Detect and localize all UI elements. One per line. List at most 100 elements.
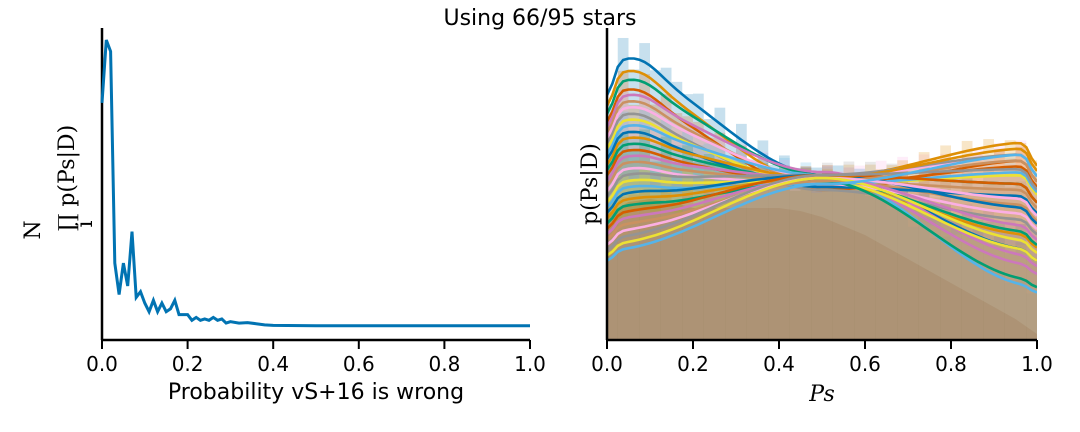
right-hist-bar: [908, 194, 919, 340]
right-hist-bar: [617, 196, 629, 340]
right-hist-bar: [832, 186, 844, 340]
right-x-tick: 1.0: [1021, 340, 1053, 376]
right-hist-bar: [703, 137, 715, 340]
right-hist-bar: [972, 224, 984, 340]
left-series-line: [100, 39, 530, 328]
right-x-tick-label: 0.2: [677, 352, 709, 376]
right-hist-bar: [843, 167, 855, 340]
right-hist-bar: [800, 166, 812, 340]
right-hist-bar: [736, 123, 747, 340]
left-x-tick-label: 0.6: [343, 352, 375, 376]
right-hist-bar: [1026, 257, 1037, 340]
right-x-tick-label: 0.8: [935, 352, 967, 376]
right-y-axis-label: p(Ps|D): [578, 143, 603, 225]
right-hist-bar: [779, 173, 790, 340]
right-hist-bar: [639, 189, 650, 340]
right-hist-bar: [789, 186, 801, 340]
right-hist-bar: [746, 177, 758, 340]
right-hist-bar: [822, 166, 833, 340]
right-hist-bar: [897, 186, 908, 340]
right-hist-bar: [703, 162, 715, 340]
right-hist-bar: [800, 167, 812, 340]
right-density-curve: [607, 176, 1037, 257]
right-hist-bar: [746, 180, 758, 340]
right-hist-bar: [628, 194, 640, 340]
right-hist-bar: [854, 178, 865, 340]
right-hist-bar: [693, 218, 704, 340]
right-hist-bar: [832, 165, 844, 340]
right-hist-bar: [757, 140, 769, 340]
right-hist-bar: [682, 170, 693, 340]
right-hist-bar: [789, 180, 801, 340]
right-hist-bar: [607, 205, 618, 340]
right-hist-bar: [800, 162, 812, 340]
right-hist-bar: [854, 184, 865, 340]
right-hist-bar: [854, 186, 865, 340]
right-hist-bar: [897, 199, 908, 340]
right-hist-bar: [650, 104, 661, 340]
right-hist-bar: [736, 178, 747, 340]
right-hist-bar: [703, 143, 715, 340]
right-hist-bar: [908, 177, 919, 340]
right-hist-bar: [918, 202, 930, 340]
right-hist-bar: [693, 93, 704, 340]
right-hist-bar: [714, 194, 726, 340]
right-hist-bar: [961, 254, 973, 340]
right-hist-bar: [746, 177, 758, 340]
right-hist-bar: [736, 161, 747, 340]
right-hist-bar: [779, 155, 790, 340]
right-x-ticks: 0.0 0.2 0.4 0.6 0.8 1.0: [591, 340, 1053, 376]
right-hist-bar: [779, 159, 790, 340]
right-hist-bar: [714, 172, 726, 340]
right-hist-bar: [660, 169, 672, 340]
right-hist-bar: [628, 136, 640, 340]
right-hist-bar: [832, 191, 844, 340]
right-hist-bar: [693, 131, 704, 340]
right-hist-bar: [875, 186, 887, 340]
right-hist-bar: [682, 209, 693, 340]
right-hist-bar: [994, 142, 1005, 340]
right-hist-bar: [650, 124, 661, 340]
right-hist-bar: [757, 153, 769, 340]
right-hist-bar: [714, 214, 726, 340]
right-hist-bar: [972, 239, 984, 340]
right-hist-bar: [854, 178, 865, 340]
right-hist-bar: [660, 220, 672, 340]
right-hist-bar: [639, 210, 650, 340]
left-x-tick-label: 1.0: [514, 352, 546, 376]
right-x-tick-label: 0.0: [591, 352, 623, 376]
right-hist-bar: [800, 166, 812, 340]
right-hist-bar: [929, 225, 941, 340]
right-hist-bar: [811, 185, 822, 340]
right-hist-bar: [671, 193, 683, 340]
right-hist-bar: [886, 196, 898, 340]
right-hist-bar: [854, 165, 865, 340]
right-hist-bar: [1004, 282, 1016, 340]
right-hist-bar: [961, 155, 973, 340]
left-x-ticks: 0.0 0.2 0.4 0.6 0.8 1.0: [86, 340, 546, 376]
right-hist-bar: [682, 145, 693, 340]
right-hist-bar: [779, 170, 790, 340]
right-hist-bar: [822, 170, 833, 340]
right-hist-bar: [746, 179, 758, 340]
right-hist-bar: [736, 143, 747, 340]
right-hist-bar: [865, 190, 876, 340]
right-hist-bar: [1015, 244, 1027, 340]
right-hist-bar: [961, 232, 973, 340]
right-hist-bar: [940, 153, 951, 340]
right-hist-bar: [714, 136, 726, 340]
right-hist-bar: [779, 170, 790, 340]
right-hist-bar: [736, 184, 747, 340]
right-hist-bar: [811, 184, 822, 340]
right-hist-bar: [1015, 224, 1027, 340]
right-hist-bar: [854, 175, 865, 340]
right-hist-bar: [1004, 243, 1016, 340]
right-hist-bar: [822, 168, 833, 340]
right-hist-bar: [929, 206, 941, 340]
right-hist-bar: [961, 157, 973, 340]
right-hist-bar: [983, 210, 994, 340]
right-hist-bar: [736, 169, 747, 340]
right-hist-bar: [972, 154, 984, 340]
right-hist-bar: [768, 184, 779, 340]
right-hist-bar: [897, 160, 908, 340]
